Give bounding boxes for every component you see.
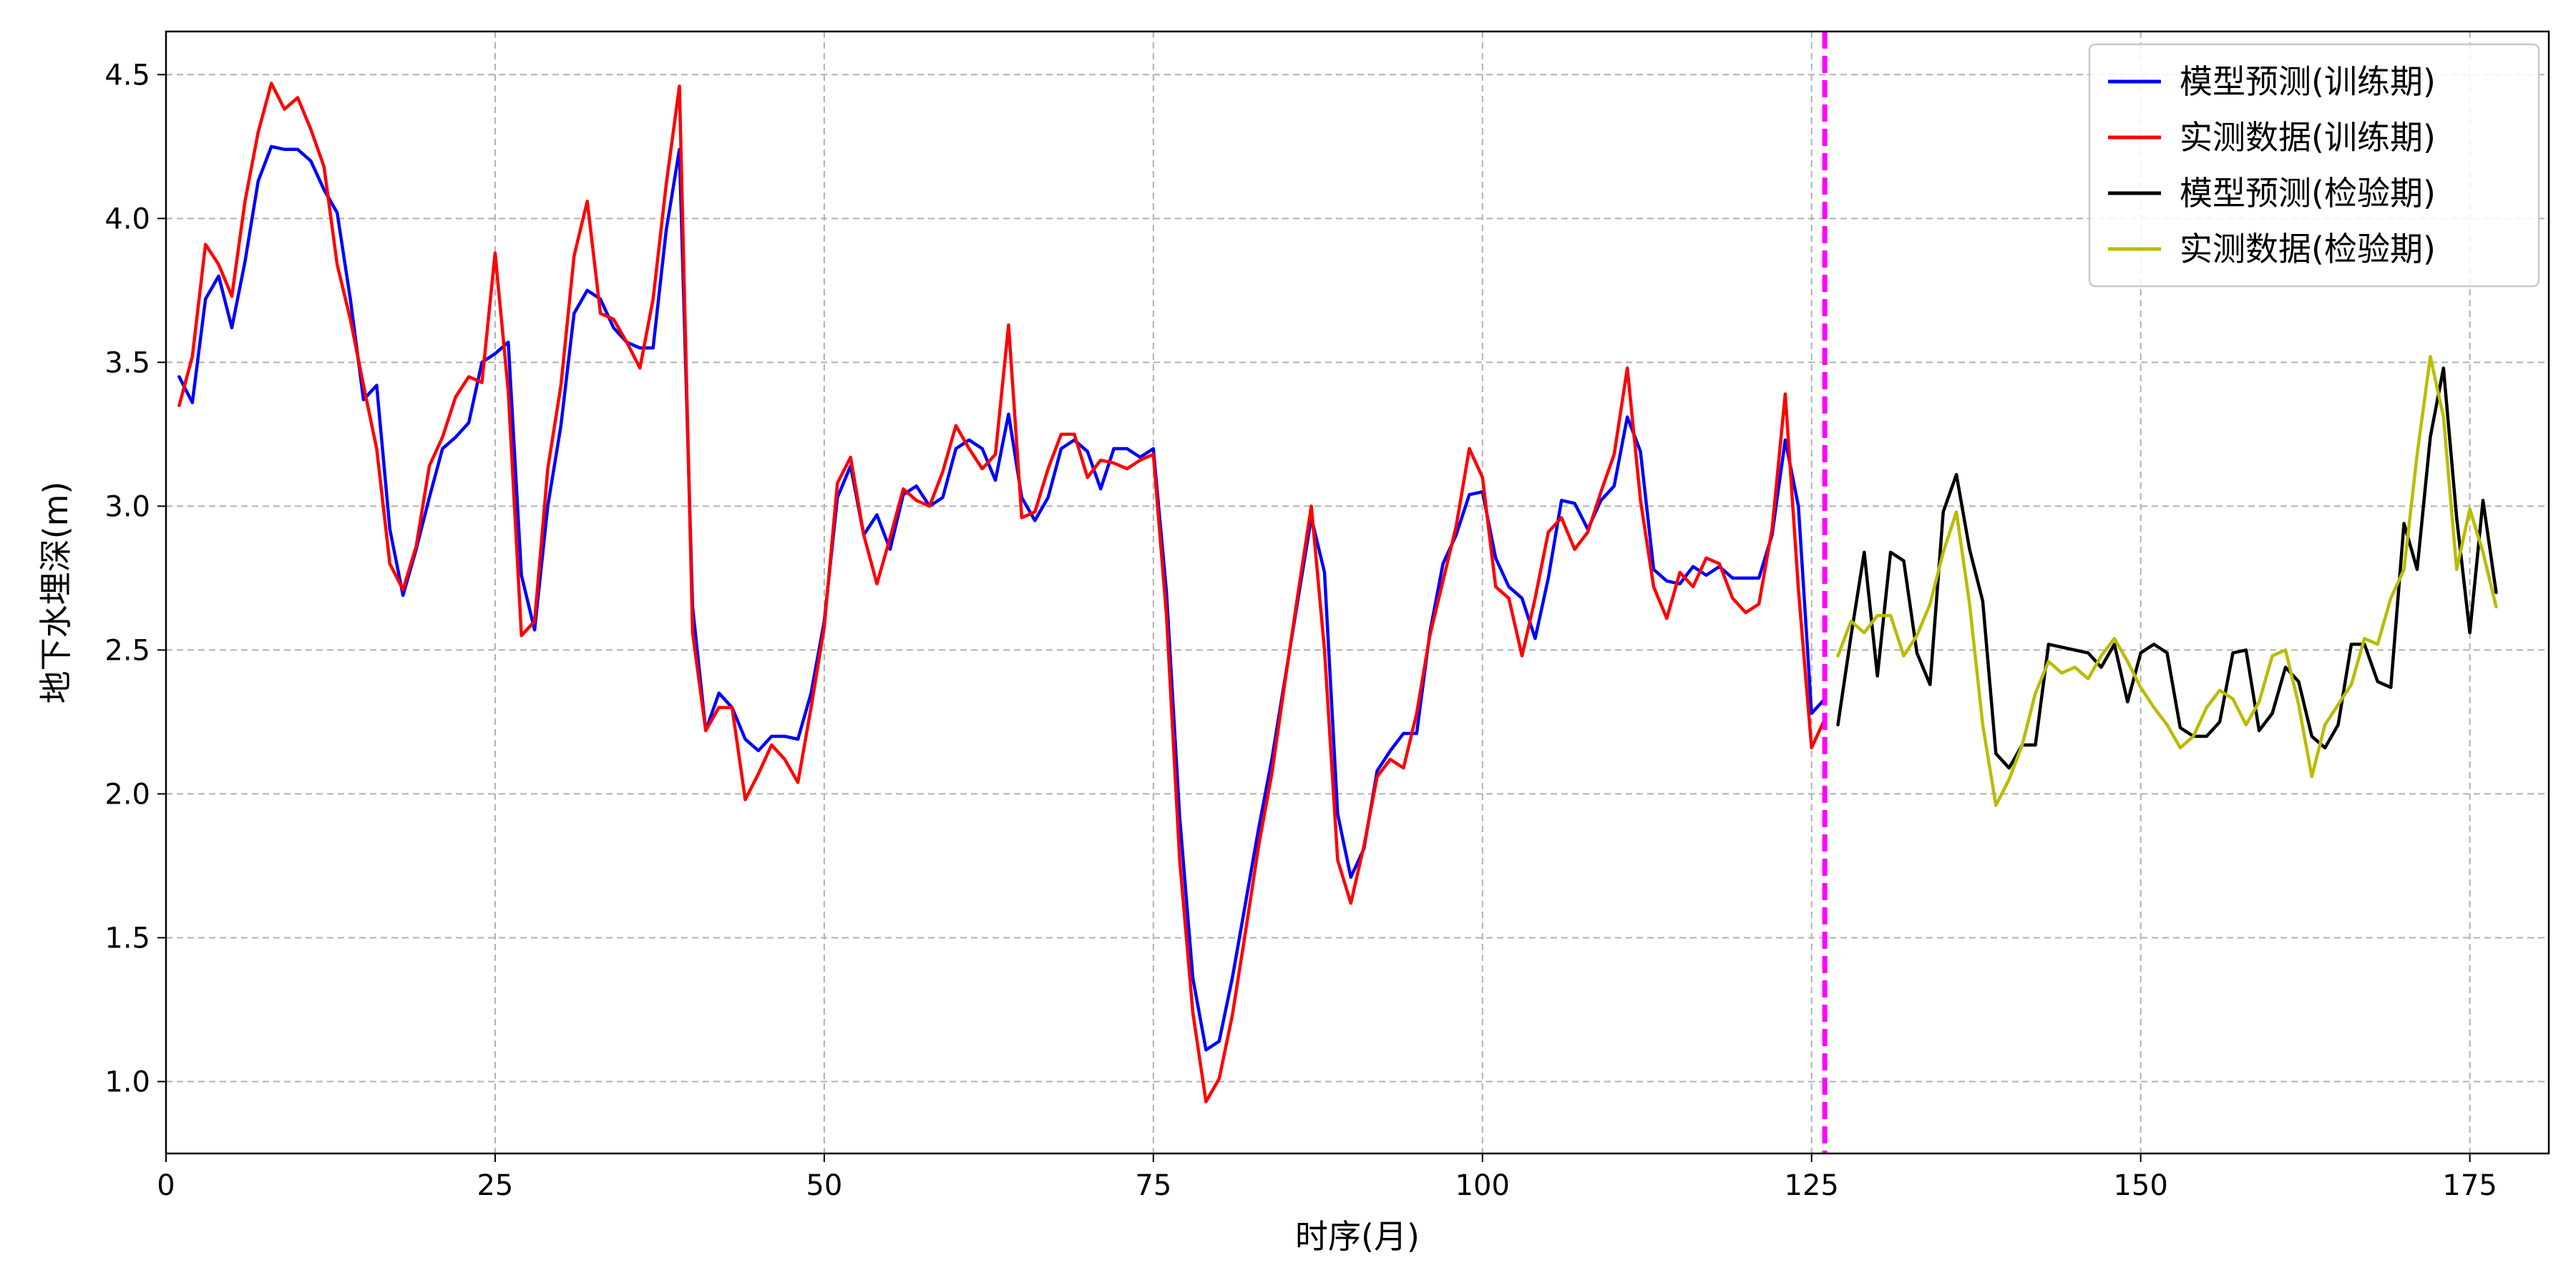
y-tick-label: 1.5 [104,922,150,955]
y-tick-label: 3.5 [104,346,150,379]
legend-label: 实测数据(检验期) [2180,230,2436,268]
x-tick-label: 150 [2113,1169,2167,1202]
legend-box [2088,43,2540,288]
legend-label: 实测数据(训练期) [2180,118,2436,157]
x-tick-label: 175 [2442,1169,2497,1202]
y-tick-label: 2.5 [104,634,150,667]
series-layer [177,82,2498,1103]
y-tick-label: 4.5 [104,59,150,92]
legend-label: 模型预测(训练期) [2180,62,2436,101]
series-line-4 [1836,355,2498,807]
series-line-2 [177,82,1827,1103]
series-line-1 [177,145,1827,1052]
x-tick-label: 50 [806,1169,842,1202]
y-tick-label: 2.0 [104,778,150,811]
y-tick-label: 3.0 [104,490,150,523]
plot-frame [165,30,2550,1155]
x-axis-ticks: 0 25 50 75 100 125 150 175 [157,1153,2497,1202]
legend: 模型预测(训练期) 实测数据(训练期) 模型预测(检验期) 实测数据(检验期) [2088,43,2540,288]
legend-items: 模型预测(训练期) 实测数据(训练期) 模型预测(检验期) 实测数据(检验期) [2108,62,2436,268]
x-tick-label: 25 [477,1169,513,1202]
y-axis-ticks: 1.0 1.5 2.0 2.5 3.0 3.5 4.0 4.5 [104,59,166,1098]
x-tick-label: 0 [157,1169,175,1202]
grid-lines [165,31,2549,1153]
series-line-3 [1836,366,2498,770]
y-tick-label: 4.0 [104,203,150,235]
x-tick-label: 125 [1785,1169,1839,1202]
x-tick-label: 75 [1135,1169,1171,1202]
y-axis-title: 地下水埋深(m) [36,482,75,704]
x-axis-title: 时序(月) [1295,1217,1420,1256]
legend-label: 模型预测(检验期) [2180,174,2436,213]
y-tick-label: 1.0 [104,1065,150,1098]
x-tick-label: 100 [1455,1169,1510,1202]
